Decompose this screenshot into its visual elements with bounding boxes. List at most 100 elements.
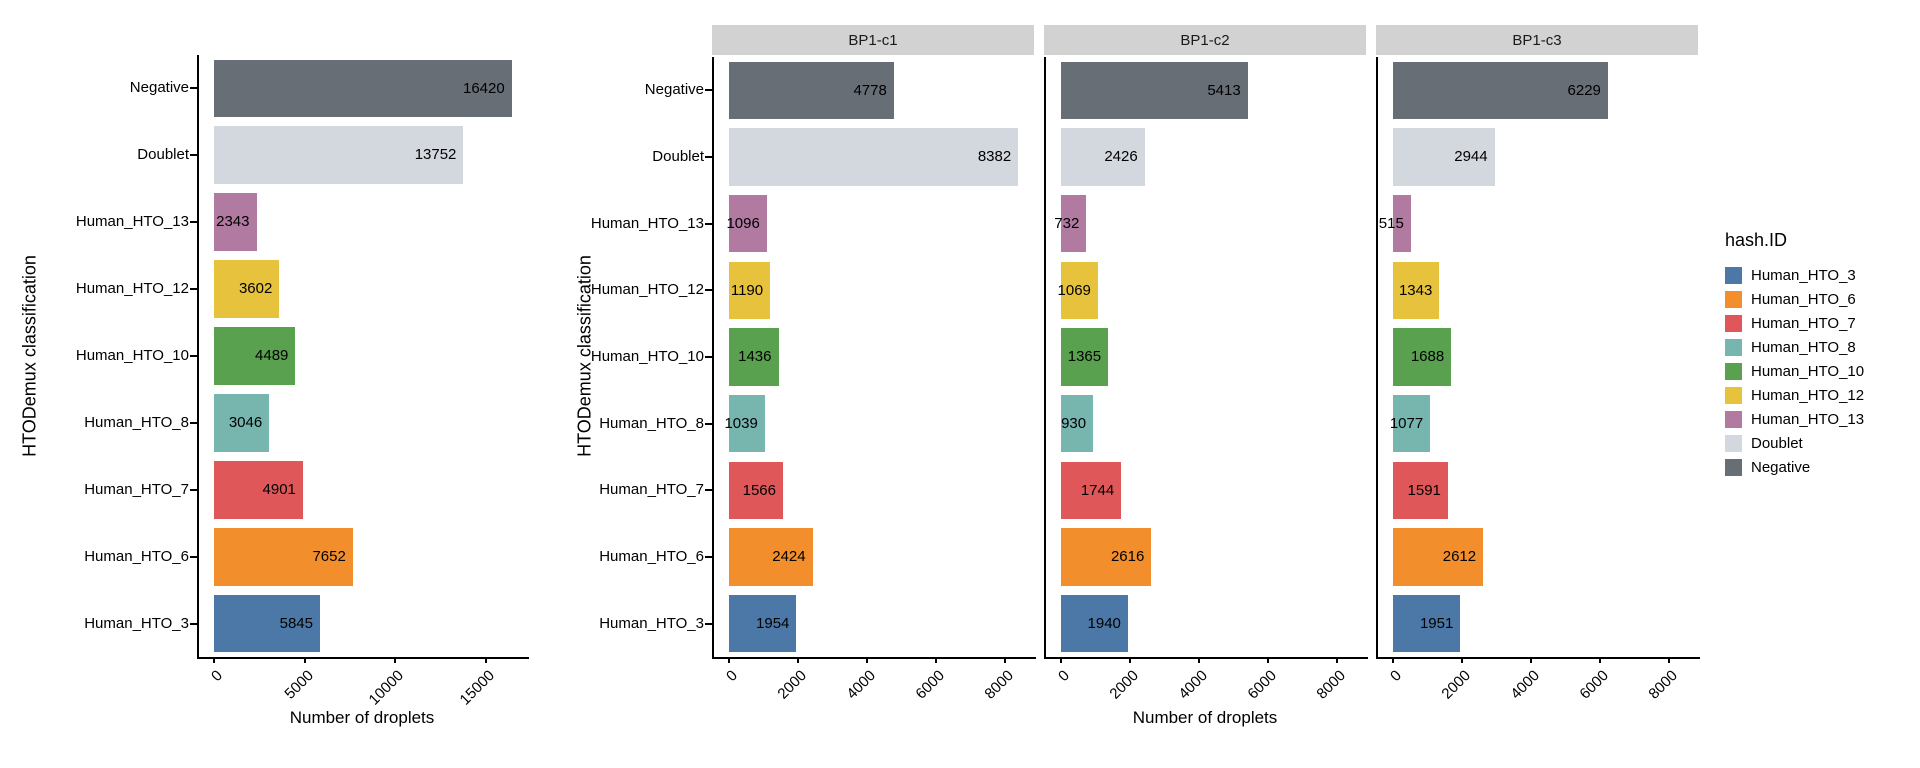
category-label: Human_HTO_3 <box>599 614 704 632</box>
x-tick <box>303 657 306 663</box>
bar <box>729 261 771 320</box>
facet-panel-BP1-c2: 5413 2426 732 1069 1365 930 1744 2616 1940 0 2000 4… <box>1044 57 1368 703</box>
facet-panel-BP1-c3: 6229 2944 515 1343 1688 1077 1591 2612 1951 0 2000… <box>1376 57 1700 703</box>
bar-value-label: 16420 <box>462 79 505 97</box>
bar <box>1061 394 1094 453</box>
x-tick-label: 2000 <box>1438 667 1475 703</box>
facet-strip: BP1-c1 <box>712 25 1034 55</box>
bar <box>1061 194 1087 253</box>
y-tick <box>705 89 712 92</box>
y-tick <box>705 489 712 492</box>
legend-entry: Human_HTO_3 <box>1725 263 1864 287</box>
x-tick <box>797 657 799 663</box>
x-tick <box>1392 657 1394 663</box>
legend-entry-label: Human_HTO_8 <box>1751 338 1856 356</box>
y-tick <box>190 488 197 491</box>
bar <box>1393 461 1448 520</box>
legend-swatch <box>1725 338 1742 356</box>
x-tick <box>1267 657 1269 663</box>
bar <box>214 527 353 586</box>
bar-value-label: 3602 <box>238 280 273 298</box>
bar <box>1393 328 1452 386</box>
y-tick <box>190 555 197 558</box>
bar <box>729 394 765 453</box>
legend: hash.ID Human_HTO_3 Human_HTO_6 Human_HTO_… <box>1725 230 1864 479</box>
y-tick <box>705 356 712 358</box>
legend-swatch <box>1725 410 1742 428</box>
category-label: Human_HTO_8 <box>84 413 189 431</box>
category-label: Human_HTO_10 <box>590 348 704 365</box>
bar-value-label: 1096 <box>726 214 760 232</box>
bar <box>729 528 813 586</box>
x-tick-label: 6000 <box>912 667 949 703</box>
bar <box>1061 261 1098 320</box>
bar-value-label: 13752 <box>414 146 457 164</box>
bar-value-label: 1190 <box>730 281 764 299</box>
x-tick <box>728 657 730 663</box>
category-label: Human_HTO_12 <box>75 280 189 298</box>
category-label: Doublet <box>652 148 704 165</box>
bar-value-label: 1940 <box>1087 614 1121 632</box>
legend-swatch <box>1725 314 1742 332</box>
x-tick <box>1198 657 1200 663</box>
bar <box>1393 61 1608 120</box>
category-label: Human_HTO_10 <box>75 347 189 364</box>
y-tick <box>705 222 712 225</box>
bar-value-label: 1954 <box>756 614 790 632</box>
bar <box>214 193 257 252</box>
category-label: Human_HTO_6 <box>599 548 704 565</box>
bar <box>1061 328 1109 386</box>
bar-value-label: 1365 <box>1067 348 1102 366</box>
legend-entry-label: Negative <box>1751 458 1811 476</box>
legend-entry-label: Human_HTO_12 <box>1751 386 1865 404</box>
bar <box>1061 594 1128 653</box>
y-axis-title-left: HTODemux classification <box>19 255 40 457</box>
bar <box>1393 128 1495 186</box>
legend-entry: Human_HTO_10 <box>1725 359 1864 383</box>
legend-entry-label: Human_HTO_6 <box>1751 290 1856 308</box>
x-tick-label: 2000 <box>774 667 811 703</box>
legend-entry: Human_HTO_7 <box>1725 311 1864 335</box>
y-tick <box>190 154 197 157</box>
x-tick-label: 0 <box>208 667 227 685</box>
bar-value-label: 4778 <box>853 81 887 99</box>
bar-value-label: 1039 <box>724 414 758 432</box>
y-tick <box>705 422 712 425</box>
x-tick <box>1530 657 1532 663</box>
bar <box>1393 194 1411 253</box>
y-tick <box>190 288 197 291</box>
legend-swatch <box>1725 266 1742 284</box>
legend-entry-label: Human_HTO_13 <box>1751 410 1865 428</box>
bar-value-label: 2616 <box>1110 548 1145 566</box>
bar <box>1393 528 1484 586</box>
bar-value-label: 1077 <box>1389 414 1424 432</box>
legend-entry-label: Doublet <box>1751 434 1803 452</box>
x-tick <box>1336 657 1338 663</box>
y-tick <box>190 421 197 424</box>
bar-value-label: 1688 <box>1410 348 1445 366</box>
x-tick-label: 4000 <box>843 667 880 703</box>
category-label: Negative <box>129 79 189 97</box>
bar <box>729 194 767 253</box>
facet-strip-label: BP1-c2 <box>1180 31 1230 49</box>
category-label: Human_HTO_13 <box>75 213 189 231</box>
bar <box>729 61 894 120</box>
bar-value-label: 1069 <box>1057 281 1091 299</box>
bar <box>1061 461 1122 520</box>
bar <box>214 59 512 118</box>
x-tick-label: 8000 <box>1645 667 1682 703</box>
bar-value-label: 2426 <box>1104 148 1138 166</box>
x-tick <box>866 657 868 663</box>
bar-value-label: 1436 <box>738 348 772 366</box>
legend-entry-label: Human_HTO_3 <box>1751 266 1856 284</box>
x-tick <box>394 657 397 663</box>
category-label: Human_HTO_12 <box>590 281 704 299</box>
legend-entry: Human_HTO_13 <box>1725 407 1864 431</box>
bar <box>729 594 797 653</box>
bar <box>729 461 783 520</box>
legend-entry: Negative <box>1725 455 1864 479</box>
left-chart-panel: 16420 Negative 13752 Doublet 2343 Human_HTO_1… <box>76 55 529 709</box>
legend-swatch <box>1725 290 1742 308</box>
bar-value-label: 8382 <box>977 148 1012 166</box>
x-axis-title-left: Number of droplets <box>289 708 435 727</box>
